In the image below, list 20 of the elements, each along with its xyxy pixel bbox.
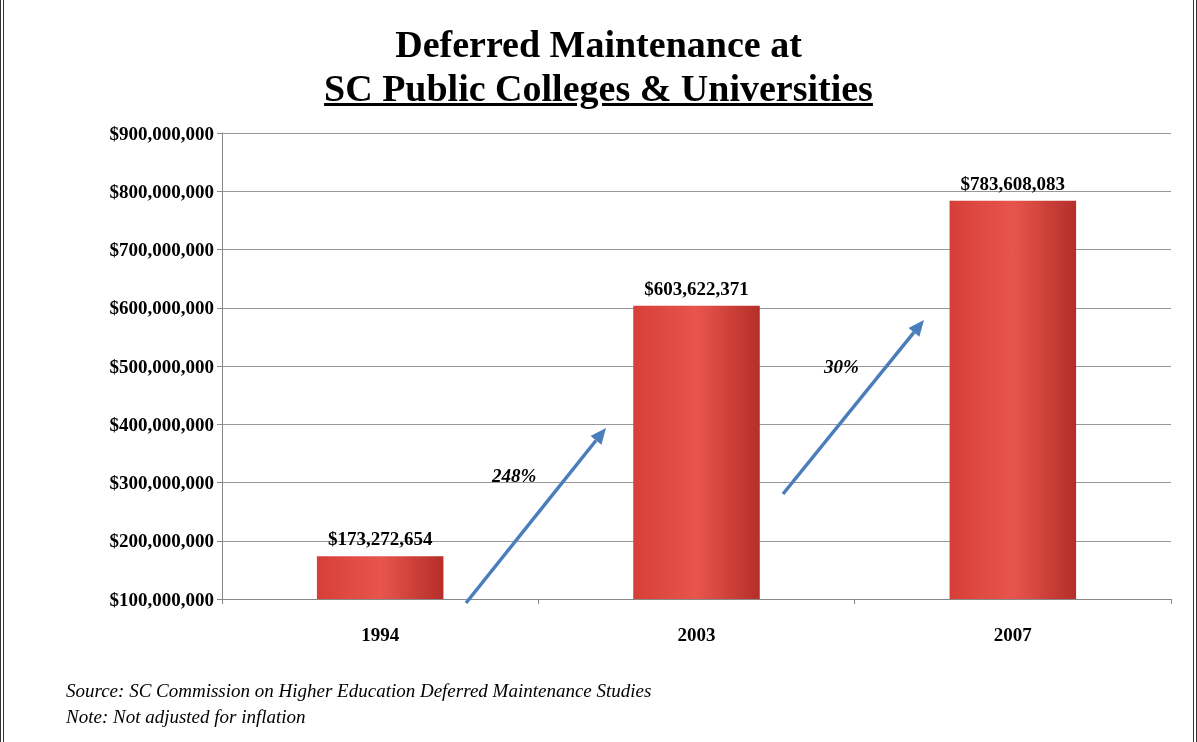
- y-tick-label: $400,000,000: [109, 413, 214, 435]
- y-tick-label: $500,000,000: [109, 355, 214, 377]
- data-label: $173,272,654: [327, 528, 433, 550]
- source-note: Source: SC Commission on Higher Education Deferred Maintenance Studies: [66, 680, 652, 702]
- y-tick-label: $200,000,000: [109, 530, 214, 552]
- text: Note: Not adjusted for inflation: [66, 706, 306, 728]
- x-tick-label: 1994: [361, 624, 400, 645]
- x-tick-label: 2007: [993, 624, 1033, 645]
- annotation: 248%: [492, 465, 537, 487]
- y-tick-label: $600,000,000: [109, 297, 214, 319]
- data-label: $603,622,371: [644, 277, 749, 299]
- y-tick-label: $300,000,000: [109, 472, 214, 493]
- data-label: $783,608,083: [960, 172, 1066, 194]
- y-tick-label: $800,000,000: [109, 180, 214, 202]
- y-tick-label: $700,000,000: [109, 239, 214, 260]
- chart-title: Deferred Maintenance at SC Public Colleges & Universities: [323, 22, 874, 110]
- x-tick-label: 2003: [677, 624, 716, 645]
- annotation: 30%: [824, 356, 859, 378]
- y-tick-label: $100,000,000: [109, 588, 214, 610]
- y-tick-label: $900,000,000: [109, 122, 214, 144]
